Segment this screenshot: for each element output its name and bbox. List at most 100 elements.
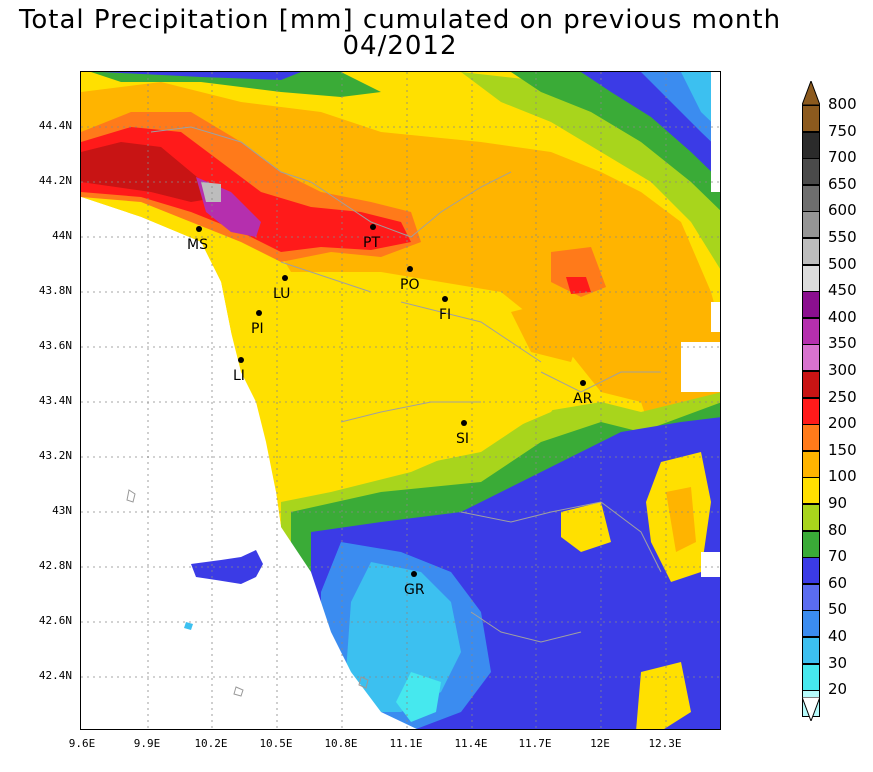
y-tick-label: 44.2N (38, 174, 72, 187)
colorbar-swatch (802, 344, 820, 372)
small-island-3 (358, 676, 369, 689)
city-dot-ar (580, 380, 586, 386)
sea-west (81, 197, 417, 729)
x-tick-label: 11.4E (454, 737, 488, 750)
colorbar-swatch (802, 504, 820, 531)
colorbar-label: 800 (828, 95, 857, 113)
colorbar-swatch (802, 637, 820, 664)
y-tick-label: 43.4N (38, 394, 72, 407)
city-dot-gr (411, 571, 417, 577)
colorbar-label: 200 (828, 414, 857, 433)
precip-500-north (201, 182, 221, 202)
precip-200-east (551, 247, 606, 297)
colorbar-label: 30 (828, 653, 848, 672)
colorbar-swatch (802, 583, 820, 611)
colorbar-label: 90 (828, 494, 848, 512)
giglio-island (184, 622, 193, 630)
colorbar-swatch (802, 397, 820, 425)
colorbar-swatch (802, 105, 820, 132)
x-tick-label: 10.8E (324, 737, 358, 750)
x-tick-label: 10.5E (259, 737, 293, 750)
y-tick-label: 43N (52, 504, 72, 517)
colorbar-swatch (802, 610, 820, 638)
colorbar-label: 600 (828, 201, 857, 220)
precip-150-central (511, 302, 581, 362)
colorbar-label: 400 (828, 307, 857, 326)
precip-40-south (346, 562, 461, 712)
y-tick-label: 42.8N (38, 559, 72, 572)
colorbar-swatch (802, 238, 820, 265)
city-label-ar: AR (573, 391, 593, 407)
colorbar-label: 100 (828, 467, 857, 486)
colorbar-top-arrow (802, 81, 820, 105)
precip-70-topleft (101, 72, 301, 80)
chart-title: Total Precipitation [mm] cumulated on pr… (18, 5, 782, 35)
colorbar-label: 750 (828, 121, 857, 140)
chart-date: 04/2012 (342, 31, 458, 61)
colorbar-label: 20 (828, 680, 848, 699)
city-dot-ms (196, 226, 202, 232)
x-tick-label: 11.1E (389, 737, 423, 750)
precip-350-north (81, 142, 221, 202)
colorbar-swatch (802, 184, 820, 212)
precip-80-north (511, 72, 720, 211)
colorbar-swatch (802, 371, 820, 398)
city-dot-pi (256, 310, 262, 316)
city-markers: MS PT PO LU FI PI LI AR SI GR (187, 224, 593, 598)
colorbar-swatch (802, 450, 820, 478)
x-tick-label: 11.7E (518, 737, 552, 750)
city-label-fi: FI (439, 307, 451, 323)
y-tick-label: 42.6N (38, 614, 72, 627)
city-label-si: SI (456, 431, 469, 447)
small-island (126, 489, 136, 503)
city-label-ms: MS (187, 237, 208, 253)
precip-150-south1 (666, 487, 696, 552)
colorbar-swatch (802, 317, 820, 345)
x-tick-label: 9.6E (68, 737, 96, 750)
province-borders (150, 126, 662, 643)
colorbar-label: 650 (828, 174, 857, 193)
x-tick-label: 9.9E (133, 737, 161, 750)
precip-100-south3 (636, 662, 691, 729)
colorbar-label: 80 (828, 520, 848, 539)
precip-40-north (681, 72, 720, 131)
city-label-pt: PT (363, 235, 380, 251)
x-tick-label: 12.3E (648, 737, 682, 750)
city-dot-si (461, 420, 467, 426)
map-svg: MS PT PO LU FI PI LI AR SI GR (81, 72, 720, 729)
x-tick-label: 12E (590, 737, 610, 750)
nodata-north-east (711, 72, 720, 192)
colorbar-bottom-arrow (802, 697, 820, 721)
colorbar-label: 550 (828, 228, 857, 246)
colorbar-swatch (802, 557, 820, 585)
colorbar-swatch (802, 424, 820, 452)
city-label-li: LI (233, 368, 245, 384)
city-dot-po (407, 266, 413, 272)
colorbar-label: 700 (828, 148, 857, 167)
colorbar-swatch (802, 158, 820, 186)
colorbar-swatch (802, 477, 820, 505)
precip-250-east (566, 277, 591, 294)
colorbar-swatch (802, 211, 820, 239)
city-label-gr: GR (404, 582, 425, 598)
precip-80-topleft (91, 72, 381, 97)
colorbar-label: 150 (828, 440, 857, 459)
precipitation-map: MS PT PO LU FI PI LI AR SI GR (80, 71, 721, 730)
city-dot-li (238, 357, 244, 363)
colorbar-label: 60 (828, 573, 848, 592)
colorbar-swatch (802, 264, 820, 292)
colorbar-swatch (802, 131, 820, 159)
y-tick-label: 44N (52, 229, 72, 242)
colorbar-label: 350 (828, 334, 857, 353)
city-dot-fi (442, 296, 448, 302)
y-tick-label: 43.2N (38, 449, 72, 462)
colorbar-label: 40 (828, 627, 848, 645)
nodata-east-1 (711, 302, 720, 332)
grid-lines (81, 72, 720, 729)
precip-100-central (241, 272, 581, 502)
colorbar-label: 500 (828, 254, 857, 273)
nodata-east-3 (701, 552, 720, 577)
y-tick-label: 43.6N (38, 339, 72, 352)
colorbar-swatch (802, 530, 820, 558)
colorbar-swatch (802, 291, 820, 319)
